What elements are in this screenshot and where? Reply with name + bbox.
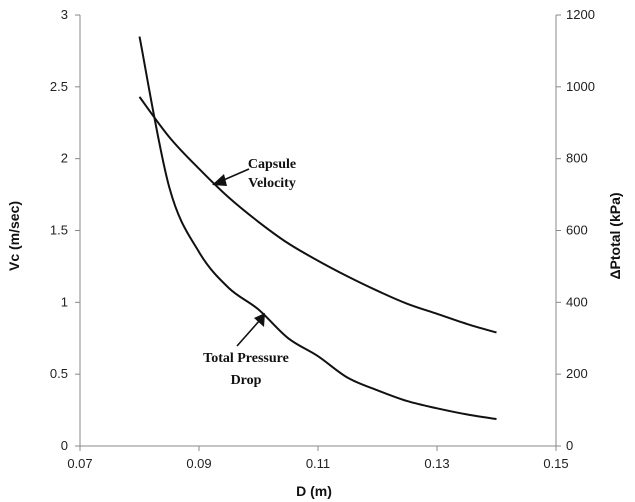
series-line-capsule-velocity bbox=[138, 96, 497, 334]
tick-labels: 0.07 0.09 0.11 0.13 0.15 0 0.5 1 1.5 2 2.5 3 0 200 400… bbox=[50, 7, 595, 471]
y2-tick-label: 200 bbox=[566, 366, 588, 381]
y2-tick-label: 0 bbox=[566, 438, 573, 453]
y-tick-label: 0.5 bbox=[50, 366, 68, 381]
series-line-pressure-drop bbox=[138, 36, 497, 421]
annotation-total-pressure-drop: Total Pressure Drop bbox=[203, 313, 289, 388]
annotation-pressure-arrowhead bbox=[254, 313, 265, 327]
y-tick-label: 2 bbox=[61, 151, 68, 166]
y-tick-label: 2.5 bbox=[50, 79, 68, 94]
annotation-capsule-line2: Velocity bbox=[248, 176, 296, 191]
y2-tick-label: 800 bbox=[566, 151, 588, 166]
y-axis-title: Vc (m/sec) bbox=[6, 201, 22, 271]
annotation-pressure-line2: Drop bbox=[231, 373, 262, 388]
annotation-capsule-arrowhead bbox=[212, 174, 227, 186]
annotation-capsule-velocity: Capsule Velocity bbox=[212, 157, 296, 191]
y-tick-label: 1.5 bbox=[50, 223, 68, 238]
curves bbox=[138, 36, 497, 421]
x-tick-label: 0.11 bbox=[306, 456, 330, 471]
x-tick-label: 0.07 bbox=[67, 456, 92, 471]
y-tick-label: 3 bbox=[61, 7, 68, 22]
y2-tick-label: 400 bbox=[566, 294, 588, 309]
annotation-pressure-line1: Total Pressure bbox=[203, 351, 289, 366]
y2-axis-title: ΔPtotal (kPa) bbox=[607, 192, 623, 279]
x-tick-label: 0.09 bbox=[186, 456, 211, 471]
y-tick-label: 1 bbox=[61, 294, 68, 309]
annotation-capsule-line1: Capsule bbox=[248, 157, 296, 172]
x-axis-title: D (m) bbox=[296, 483, 332, 499]
x-tick-label: 0.13 bbox=[424, 456, 449, 471]
x-tick-label: 0.15 bbox=[543, 456, 568, 471]
y2-tick-label: 1000 bbox=[566, 79, 595, 94]
y-tick-label: 0 bbox=[61, 438, 68, 453]
axes bbox=[75, 14, 561, 451]
y2-tick-label: 1200 bbox=[566, 7, 595, 22]
y2-tick-label: 600 bbox=[566, 223, 588, 238]
annotation-pressure-arrow bbox=[236, 319, 261, 347]
